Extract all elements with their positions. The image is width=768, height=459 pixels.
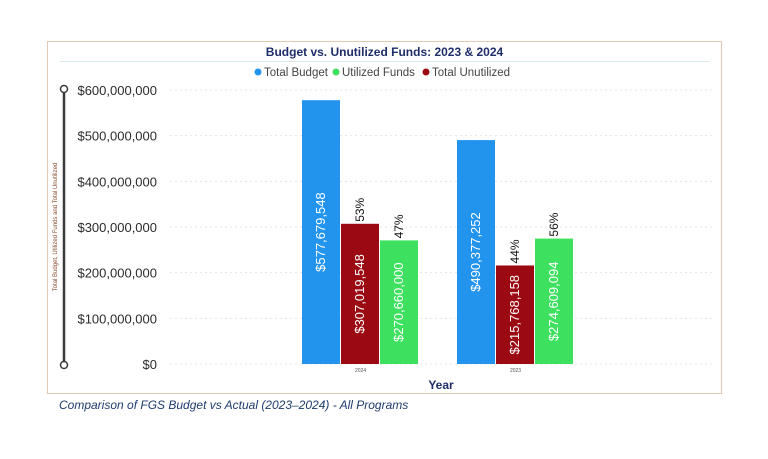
bar-value-label: $307,019,548	[352, 254, 367, 334]
y-tick-label: $300,000,000	[77, 220, 157, 235]
bar-percent-label: 47%	[392, 214, 406, 238]
bar-value-label: $577,679,548	[313, 192, 328, 272]
bar	[496, 265, 534, 364]
bar-percent-label: 53%	[353, 197, 367, 221]
legend-swatch	[422, 68, 430, 76]
bar-value-label: $490,377,252	[468, 212, 483, 292]
legend: Total Budget Utilized Funds Total Unutiliz…	[254, 67, 510, 79]
bar	[380, 240, 418, 364]
y-axis-title: Total Budget, Utilized Funds and Total U…	[53, 163, 59, 292]
bar	[535, 238, 573, 364]
bar	[341, 223, 379, 364]
y-axis-handle-bottom	[59, 360, 69, 370]
y-tick-label: $0	[143, 357, 157, 372]
y-tick-label: $500,000,000	[77, 129, 157, 144]
figure-caption: Comparison of FGS Budget vs Actual (2023…	[59, 398, 409, 412]
y-axis: $0 $100,000,000 $200,000,000 $300,000,000 $4…	[59, 83, 157, 372]
bar-value-label: $270,660,000	[391, 262, 406, 342]
legend-label: Utilized Funds	[342, 67, 415, 79]
legend-swatch	[254, 68, 262, 76]
chart-title: Budget vs. Unutilized Funds: 2023 & 2024	[265, 45, 504, 59]
y-tick-label: $100,000,000	[77, 311, 157, 326]
bar-value-label: $215,768,158	[507, 275, 522, 355]
legend-label: Total Unutilized	[432, 67, 510, 79]
x-tick-label: 2024	[355, 368, 366, 374]
title-divider	[60, 61, 709, 62]
x-axis-title: Year	[428, 378, 454, 392]
bar	[457, 140, 495, 364]
bars: $577,679,548 $307,019,548 53% $270,660,000 4…	[302, 100, 573, 365]
grid-lines	[170, 89, 715, 365]
axis-labels: Total Budget, Utilized Funds and Total U…	[53, 163, 521, 392]
bar-percent-label: 44%	[508, 239, 522, 263]
y-axis-handle-top	[59, 84, 69, 94]
y-tick-label: $400,000,000	[77, 174, 157, 189]
legend-swatch	[332, 68, 340, 76]
bar	[302, 100, 340, 365]
legend-label: Total Budget	[264, 67, 329, 79]
bar-percent-label: 56%	[547, 212, 561, 236]
bar-value-label: $274,609,094	[546, 262, 561, 342]
y-tick-label: $600,000,000	[77, 83, 157, 98]
y-tick-label: $200,000,000	[77, 266, 157, 281]
x-tick-label: 2023	[510, 368, 521, 374]
